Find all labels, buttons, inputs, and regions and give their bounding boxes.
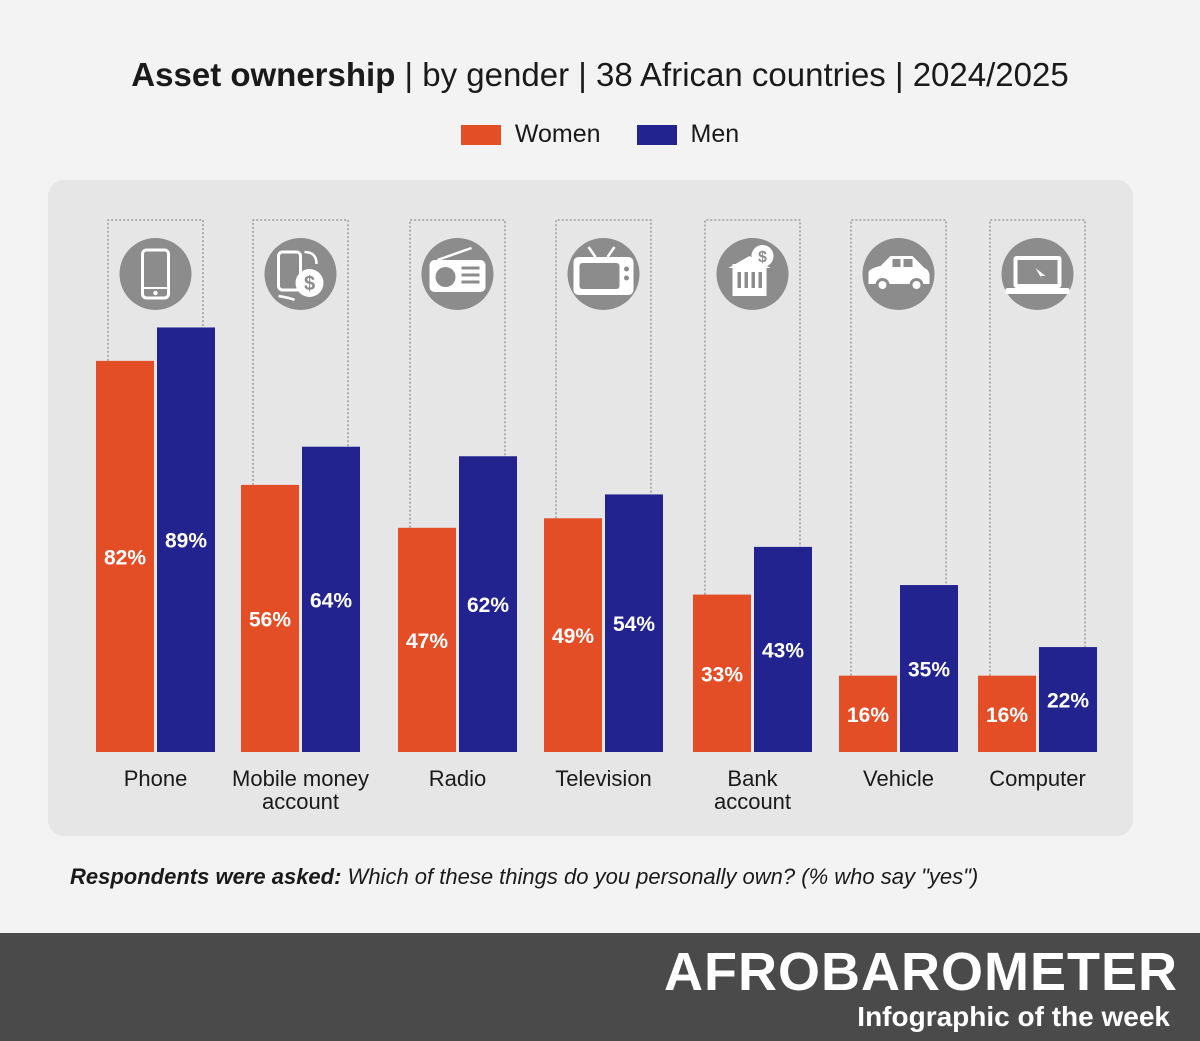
question-label: Respondents were asked:: [70, 864, 342, 889]
bar-women: [693, 594, 751, 752]
value-label-men: 89%: [165, 530, 207, 553]
value-label-men: 54%: [613, 613, 655, 636]
legend-label-men: Men: [690, 120, 740, 148]
category-group-phone: 82% 89% Phone: [96, 219, 215, 791]
value-label-women: 82%: [104, 546, 146, 569]
value-label-women: 16%: [986, 704, 1028, 727]
category-label: Vehicle: [863, 766, 934, 791]
value-label-men: 64%: [310, 589, 352, 612]
category-label: Phone: [124, 766, 188, 791]
dashed-guide: [107, 219, 204, 361]
footer: AFROBAROMETER Infographic of the week: [0, 933, 1200, 1041]
value-label-women: 16%: [847, 704, 889, 727]
value-label-women: 47%: [406, 630, 448, 653]
radio-icon: [421, 238, 494, 310]
survey-question: Respondents were asked: Which of these t…: [70, 864, 978, 890]
question-text: Which of these things do you personally …: [341, 864, 979, 889]
bank-icon: $: [716, 238, 789, 310]
category-label: Bank account: [714, 766, 791, 814]
vehicle-icon: [862, 238, 935, 310]
dashed-guide: [555, 219, 652, 519]
bar-men: [157, 327, 215, 752]
category-label: Radio: [429, 766, 486, 791]
bar-men: [900, 585, 958, 752]
legend-label-women: Women: [514, 120, 601, 148]
category-group-television: 49% 54% Television: [544, 219, 663, 791]
value-label-men: 35%: [908, 659, 950, 682]
bar-men: [459, 456, 517, 752]
mobile-money-icon: $: [264, 238, 337, 310]
bar-women: [978, 675, 1036, 752]
title-bold: Asset ownership: [131, 56, 396, 93]
bar-women: [544, 518, 602, 752]
value-label-women: 56%: [249, 608, 291, 631]
bar-women: [96, 360, 154, 752]
chart-title: Asset ownership | by gender | 38 African…: [0, 56, 1200, 94]
value-label-women: 49%: [552, 625, 594, 648]
dashed-guide: [704, 219, 801, 595]
category-label: Mobile money account: [232, 766, 369, 814]
svg-text:$: $: [758, 249, 767, 266]
bar-women: [398, 527, 456, 752]
category-group-computer: 16% 22% Computer: [978, 219, 1097, 791]
bar-women: [241, 484, 299, 752]
value-label-women: 33%: [701, 663, 743, 686]
category-label: Television: [555, 766, 652, 791]
value-label-men: 22%: [1047, 690, 1089, 713]
svg-text:$: $: [304, 273, 315, 295]
category-group-vehicle: 16% 35% Vehicle: [839, 219, 958, 791]
bar-men: [302, 446, 360, 752]
legend-swatch-men: [636, 124, 677, 145]
bar-men: [754, 546, 812, 752]
computer-icon: [1001, 238, 1074, 310]
brand-logo: AFROBAROMETER: [664, 942, 1178, 1002]
dashed-guide: [850, 219, 947, 676]
legend-item-women: Women: [460, 120, 601, 149]
value-label-men: 62%: [467, 594, 509, 617]
value-label-men: 43%: [762, 639, 804, 662]
legend-swatch-women: [460, 124, 501, 145]
dashed-guide: [409, 219, 506, 528]
bar-men: [1039, 647, 1097, 752]
phone-icon: [119, 238, 192, 310]
television-icon: [567, 238, 640, 310]
bar-chart: 82% 89% Phone $56% 64% Mobile money account 47%…: [96, 219, 1097, 814]
dashed-guide: [252, 219, 349, 485]
legend-item-men: Men: [636, 120, 740, 149]
footer-tagline: Infographic of the week: [857, 1001, 1170, 1032]
category-group-mobile-money-account: $56% 64% Mobile money account: [232, 219, 369, 814]
category-label: Computer: [989, 766, 1086, 791]
category-group-radio: 47% 62% Radio: [398, 219, 517, 791]
category-group-bank-account: $33% 43% Bank account: [693, 219, 812, 814]
legend: Women Men: [0, 120, 1200, 149]
bar-women: [839, 675, 897, 752]
dashed-guide: [989, 219, 1086, 676]
bar-men: [605, 494, 663, 752]
title-rest: | by gender | 38 African countries | 202…: [395, 56, 1069, 93]
